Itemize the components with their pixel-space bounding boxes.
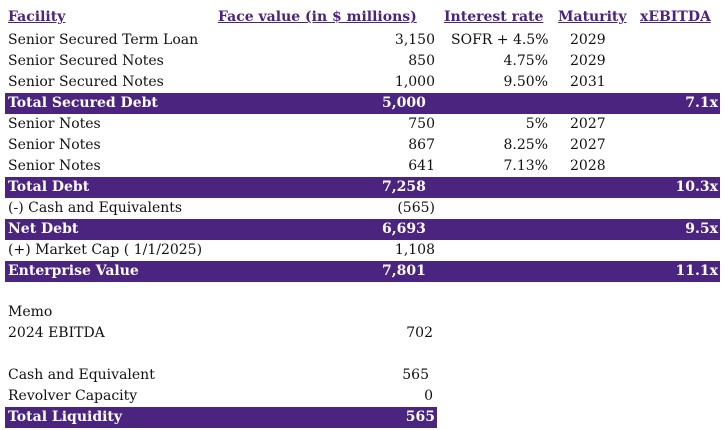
table-row: Senior Notes 641 7.13% 2028: [5, 156, 720, 177]
xebitda: 7.1x: [685, 95, 718, 111]
xebitda: 9.5x: [685, 221, 718, 237]
header-xebitda: xEBITDA: [640, 9, 711, 25]
interest-rate: 9.50%: [503, 74, 548, 90]
face-value: 750: [408, 116, 435, 132]
memo-cash-row: Cash and Equivalent 565: [5, 365, 435, 386]
face-value: 7,258: [382, 179, 426, 195]
memo-cash-value: 565: [402, 367, 429, 383]
memo-revolver-label: Revolver Capacity: [8, 388, 138, 404]
face-value: 1,000: [394, 74, 435, 90]
maturity: 2029: [570, 53, 606, 69]
face-value: 867: [408, 137, 435, 153]
face-value: 3,150: [394, 32, 435, 48]
total-row: Net Debt 6,693 9.5x: [5, 219, 720, 240]
memo-ebitda-value: 702: [406, 325, 433, 341]
memo-title: Memo: [8, 304, 53, 320]
facility-label: Senior Notes: [8, 158, 101, 174]
xebitda: 11.1x: [675, 263, 718, 279]
maturity: 2028: [570, 158, 606, 174]
facility-label: (+) Market Cap ( 1/1/2025): [8, 242, 203, 258]
facility-label: Senior Secured Notes: [8, 74, 164, 90]
facility-label: Total Debt: [8, 179, 90, 195]
memo-liquidity-value: 565: [405, 409, 435, 425]
maturity: 2029: [570, 32, 606, 48]
header-maturity: Maturity: [558, 9, 627, 25]
memo-liquidity-label: Total Liquidity: [8, 409, 123, 425]
facility-label: Senior Notes: [8, 116, 101, 132]
memo-ebitda-row: 2024 EBITDA 702: [5, 323, 435, 344]
face-value: 7,801: [382, 263, 426, 279]
face-value: 6,693: [382, 221, 426, 237]
facility-label: Total Secured Debt: [8, 95, 158, 111]
interest-rate: 5%: [525, 116, 548, 132]
header-row: Facility Face value (in $ millions) Inte…: [5, 7, 720, 28]
facility-label: Senior Secured Notes: [8, 53, 164, 69]
interest-rate: 4.75%: [503, 53, 548, 69]
header-facility: Facility: [8, 9, 66, 25]
xebitda: 10.3x: [675, 179, 718, 195]
interest-rate: SOFR + 4.5%: [451, 32, 549, 48]
table-row: Senior Secured Notes 850 4.75% 2029: [5, 51, 720, 72]
header-face-value: Face value (in $ millions): [218, 9, 417, 25]
face-value: 1,108: [394, 242, 435, 258]
maturity: 2027: [570, 116, 606, 132]
table-row: Senior Secured Term Loan 3,150 SOFR + 4.5%…: [5, 30, 720, 51]
total-row: Enterprise Value 7,801 11.1x: [5, 261, 720, 282]
table-row: Senior Notes 750 5% 2027: [5, 114, 720, 135]
memo-title-row: Memo: [5, 302, 435, 323]
facility-label: Senior Secured Term Loan: [8, 32, 199, 48]
face-value: 5,000: [382, 95, 426, 111]
face-value: 850: [408, 53, 435, 69]
interest-rate: 7.13%: [503, 158, 548, 174]
memo-revolver-row: Revolver Capacity 0: [5, 386, 435, 407]
total-row: Total Debt 7,258 10.3x: [5, 177, 720, 198]
facility-label: Senior Notes: [8, 137, 101, 153]
table-row: Senior Notes 867 8.25% 2027: [5, 135, 720, 156]
maturity: 2031: [570, 74, 606, 90]
facility-label: Enterprise Value: [8, 263, 139, 279]
table-row: (-) Cash and Equivalents (565): [5, 198, 720, 219]
maturity: 2027: [570, 137, 606, 153]
memo-cash-label: Cash and Equivalent: [8, 367, 155, 383]
memo-liquidity-row: Total Liquidity 565: [5, 407, 437, 428]
facility-label: (-) Cash and Equivalents: [8, 200, 183, 216]
interest-rate: 8.25%: [503, 137, 548, 153]
total-row: Total Secured Debt 5,000 7.1x: [5, 93, 720, 114]
face-value: 641: [408, 158, 435, 174]
header-interest-rate: Interest rate: [444, 9, 544, 25]
facility-label: Net Debt: [8, 221, 79, 237]
memo-revolver-value: 0: [424, 388, 433, 404]
face-value: (565): [397, 200, 435, 216]
memo-ebitda-label: 2024 EBITDA: [8, 325, 105, 341]
table-row: Senior Secured Notes 1,000 9.50% 2031: [5, 72, 720, 93]
table-row: (+) Market Cap ( 1/1/2025) 1,108: [5, 240, 720, 261]
